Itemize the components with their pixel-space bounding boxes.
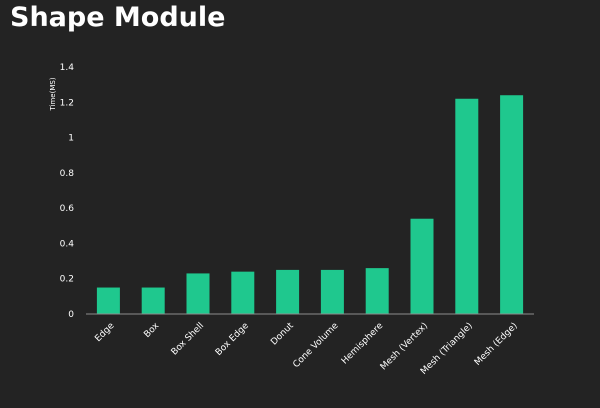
bar [96, 287, 120, 314]
x-tick-label: Box [142, 321, 161, 340]
bar [500, 95, 524, 314]
bar [231, 271, 255, 314]
x-tick-label: Donut [269, 321, 296, 348]
y-tick-label: 0.2 [60, 275, 74, 285]
x-tick-label: Cone Volume [291, 321, 340, 370]
bar [186, 273, 210, 314]
page-title: Shape Module [10, 2, 226, 33]
y-tick-label: 1 [68, 134, 74, 144]
bar [410, 218, 434, 314]
y-tick-label: 1.4 [60, 63, 75, 73]
x-tick-label: Box Edge [214, 321, 251, 358]
x-tick-label: Mesh (Vertex) [379, 321, 430, 372]
y-tick-label: 0 [68, 310, 74, 320]
x-tick-label: Mesh (Edge) [473, 321, 520, 368]
x-tick-label: Edge [93, 321, 116, 344]
bar [141, 287, 165, 314]
y-axis-title: Time(MS) [49, 77, 57, 111]
y-tick-label: 1.2 [60, 98, 74, 108]
y-axis-ticks: 0 0.2 0.4 0.6 0.8 1 1.2 1.4 [60, 63, 75, 320]
bar [455, 98, 479, 314]
x-tick-label: Box Shell [170, 321, 206, 357]
bar [365, 268, 389, 314]
y-tick-label: 0.4 [60, 239, 75, 249]
bar [276, 269, 300, 314]
bars-group [96, 95, 524, 314]
x-tick-label: Hemisphere [340, 321, 386, 367]
y-tick-label: 0.6 [60, 204, 75, 214]
y-tick-label: 0.8 [60, 169, 75, 179]
bar [320, 269, 344, 314]
